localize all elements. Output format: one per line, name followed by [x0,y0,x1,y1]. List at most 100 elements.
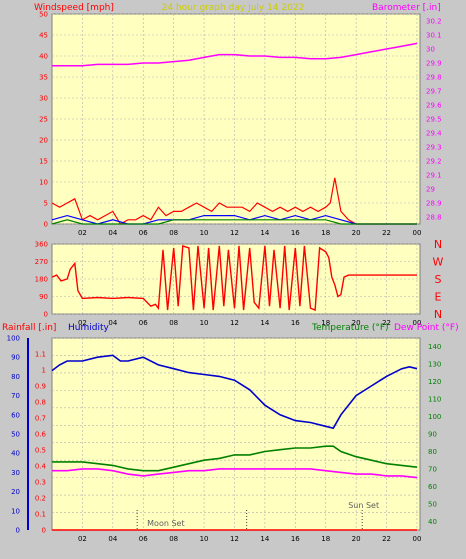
wind-x-tick: 16 [291,229,300,237]
direction-x-tick: 00 [412,319,421,327]
wind-x-tick: 00 [412,229,421,237]
rain-y-tick: 0.6 [35,431,47,439]
temp-x-tick: 20 [352,535,361,543]
barometer-y-tick: 30 [426,46,435,54]
compass-letter-n: N [434,308,442,321]
series-wind-direction [51,244,417,312]
temp-y-tick: 60 [428,483,437,491]
wind-x-tick: 12 [230,229,239,237]
humidity-y-tick: 0 [16,527,20,535]
compass-letter-e: E [435,291,442,304]
temp-x-tick: 18 [321,535,330,543]
series-dew-point [52,468,418,479]
temp-x-tick: 04 [108,535,117,543]
temp-x-tick: 06 [139,535,148,543]
temp-y-tick: 80 [428,448,437,456]
barometer-y-tick: 29.1 [426,172,442,180]
wind-y-tick: 35 [39,74,48,82]
temp-panel [51,337,421,531]
direction-x-tick: 08 [169,319,178,327]
temp-x-tick: 00 [412,535,421,543]
wind-x-tick: 20 [352,229,361,237]
wind-y-tick: 10 [39,179,48,187]
wind-x-tick: 10 [200,229,209,237]
barometer-y-tick: 29.8 [426,74,442,82]
rain-y-tick: 0.2 [35,495,46,503]
humidity-axis-title: Humidity [68,323,109,333]
temp-y-tick: 70 [428,465,437,473]
rain-y-tick: 0.8 [35,399,46,407]
chart-title: 24 hour graph day July 14 2022 [162,3,305,13]
direction-x-tick: 06 [139,319,148,327]
temp-x-tick: 14 [260,535,269,543]
compass-letter-n: N [434,238,442,251]
wind-x-tick: 06 [139,229,148,237]
wind-y-tick: 5 [44,200,48,208]
barometer-y-tick: 28.9 [426,200,442,208]
wind-y-tick: 45 [39,32,48,40]
rain-y-tick: 1.1 [35,351,46,359]
wind-y-tick: 15 [39,158,48,166]
humidity-y-tick: 30 [11,469,20,477]
temp-y-tick: 130 [428,361,441,369]
humidity-y-tick: 50 [11,431,20,439]
temperature-axis-title: Temperature (°F) [311,323,389,333]
direction-x-tick: 02 [78,319,87,327]
rain-y-tick: 0.1 [35,511,46,519]
series-wind-average [51,219,417,225]
temp-y-tick: 140 [428,343,441,351]
temp-y-tick: 40 [428,518,437,526]
humidity-y-tick: 70 [11,392,20,400]
barometer-y-tick: 29.2 [426,158,442,166]
series-humidity [51,354,418,430]
humidity-y-tick: 20 [11,488,20,496]
sun-set-label: Sun Set [348,501,379,510]
direction-y-tick: 180 [35,276,48,284]
barometer-y-tick: 29.7 [426,88,442,96]
temp-y-tick: 120 [428,378,441,386]
direction-y-tick: 360 [35,241,48,249]
direction-x-tick: 04 [108,319,117,327]
moon-set-label: Moon Set [147,519,184,528]
barometer-y-tick: 30.2 [426,18,442,26]
rain-y-tick: 0.3 [35,479,46,487]
barometer-axis-title: Barometer [.in] [372,3,441,13]
wind-y-tick: 40 [39,53,48,61]
wind-y-tick: 20 [39,137,48,145]
humidity-y-tick: 90 [11,354,20,362]
wind-axis-title: Windspeed [mph] [34,3,114,13]
humidity-y-tick: 40 [11,450,20,458]
barometer-y-tick: 30.1 [426,32,442,40]
humidity-y-tick: 100 [7,335,20,343]
barometer-y-tick: 28.8 [426,214,442,222]
direction-x-tick: 10 [200,319,209,327]
rain-y-tick: 0.4 [35,463,47,471]
series-temperature [52,445,418,472]
wind-y-tick: 30 [39,95,48,103]
barometer-y-tick: 29.3 [426,144,442,152]
direction-y-tick: 90 [39,293,48,301]
series-wind-gust [51,177,417,225]
wind-x-tick: 14 [260,229,269,237]
barometer-y-tick: 29.9 [426,60,442,68]
temp-y-tick: 100 [428,413,441,421]
direction-x-tick: 18 [321,319,330,327]
rain-y-tick: 0.7 [35,415,46,423]
barometer-y-tick: 29.5 [426,116,442,124]
barometer-y-tick: 29 [426,186,435,194]
direction-x-tick: 14 [260,319,269,327]
direction-x-tick: 12 [230,319,239,327]
rain-y-tick: 1 [42,367,46,375]
temp-x-tick: 08 [169,535,178,543]
temp-y-tick: 90 [428,431,437,439]
temp-x-tick: 16 [291,535,300,543]
wind-x-tick: 08 [169,229,178,237]
compass-letter-s: S [435,273,442,286]
humidity-y-tick: 80 [11,373,20,381]
barometer-y-tick: 29.6 [426,102,442,110]
wind-x-tick: 04 [108,229,117,237]
wind-x-tick: 22 [382,229,391,237]
direction-x-tick: 16 [291,319,300,327]
wind-y-tick: 25 [39,116,48,124]
